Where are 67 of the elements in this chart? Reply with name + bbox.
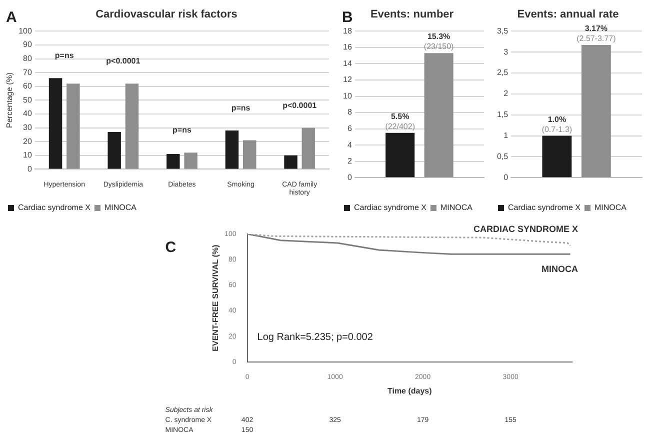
y-tick-label: 16: [342, 42, 352, 52]
legend-label: MINOCA: [104, 203, 138, 212]
y-tick-label: 10: [342, 91, 352, 100]
legend-label: MINOCA: [440, 203, 474, 212]
bar: [48, 78, 62, 169]
y-tick-label: 100: [18, 26, 32, 36]
bar: [242, 140, 256, 169]
chart-title: Cardiovascular risk factors: [96, 8, 238, 21]
chart-title: Events: number: [370, 8, 454, 21]
y-tick-label: 2,5: [496, 68, 509, 78]
annotation: p=ns: [172, 126, 192, 135]
bar: [66, 84, 80, 169]
y-tick-label: 0: [347, 172, 352, 182]
y-tick-label: 40: [23, 109, 32, 118]
y-tick-label: 80: [23, 54, 32, 64]
y-tick-label: 50: [23, 95, 32, 104]
series-label: MINOCA: [542, 264, 578, 274]
bar: [225, 130, 239, 169]
annotation: p<0.0001: [106, 56, 141, 66]
y-tick-label: 0,5: [496, 152, 509, 161]
y-tick-label: 1: [504, 130, 509, 140]
y-tick-label: 10: [23, 150, 32, 160]
legend-label: Cardiac syndrome X: [18, 203, 92, 212]
annotation: p=ns: [54, 51, 74, 60]
x-axis-title: Time (days): [387, 386, 432, 396]
bar: [184, 152, 198, 169]
bar: [284, 155, 298, 169]
annotation: p=ns: [231, 104, 251, 113]
annotation: Log Rank=5.235; p=0.002: [257, 332, 374, 343]
legend-label: Cardiac syndrome X: [354, 203, 428, 212]
y-tick-label: 6: [347, 124, 352, 134]
y-tick-label: 90: [23, 40, 32, 50]
data-label: 15.3% (23/150): [424, 32, 454, 52]
legend-label: MINOCA: [594, 203, 628, 212]
y-tick-label: 12: [342, 75, 352, 84]
y-tick-label: 3,5: [496, 26, 509, 36]
bar: [108, 132, 121, 169]
bar: [125, 84, 139, 169]
line-series: [247, 234, 571, 247]
y-tick-label: 8: [347, 108, 352, 117]
y-tick-label: 14: [342, 58, 352, 68]
y-tick-label: 2: [347, 156, 352, 166]
y-tick-label: 30: [23, 123, 32, 132]
y-axis-title: EVENT-FREE SURVIVAL (%): [211, 244, 220, 352]
series-label: CARDIAC SYNDROME X: [473, 224, 578, 234]
y-tick-label: 60: [23, 82, 32, 91]
data-label: 3.17% (2.57-3.77): [576, 24, 616, 44]
data-label: 5.5% (22/402): [385, 112, 416, 131]
y-tick-label: 4: [347, 140, 352, 150]
chart-title: Events: annual rate: [517, 8, 619, 21]
y-axis-title: Percentage (%): [5, 72, 14, 128]
text: C: [165, 239, 176, 256]
text: A: [6, 9, 17, 26]
bar: [166, 154, 180, 169]
annotation: p<0.0001: [282, 100, 318, 110]
y-tick-label: 18: [342, 26, 352, 36]
bar: [302, 128, 316, 169]
y-tick-label: 2: [504, 89, 509, 98]
legend-label: Cardiac syndrome X: [508, 203, 582, 212]
y-tick-label: 3: [504, 47, 509, 56]
text: B: [342, 9, 353, 26]
y-tick-label: 0: [504, 172, 509, 182]
y-tick-label: 70: [23, 68, 32, 77]
data-label: 1.0% (0.7-1.3): [542, 114, 572, 134]
y-tick-label: 1,5: [496, 110, 509, 120]
y-tick-label: 0: [27, 164, 32, 174]
y-tick-label: 20: [23, 136, 32, 146]
